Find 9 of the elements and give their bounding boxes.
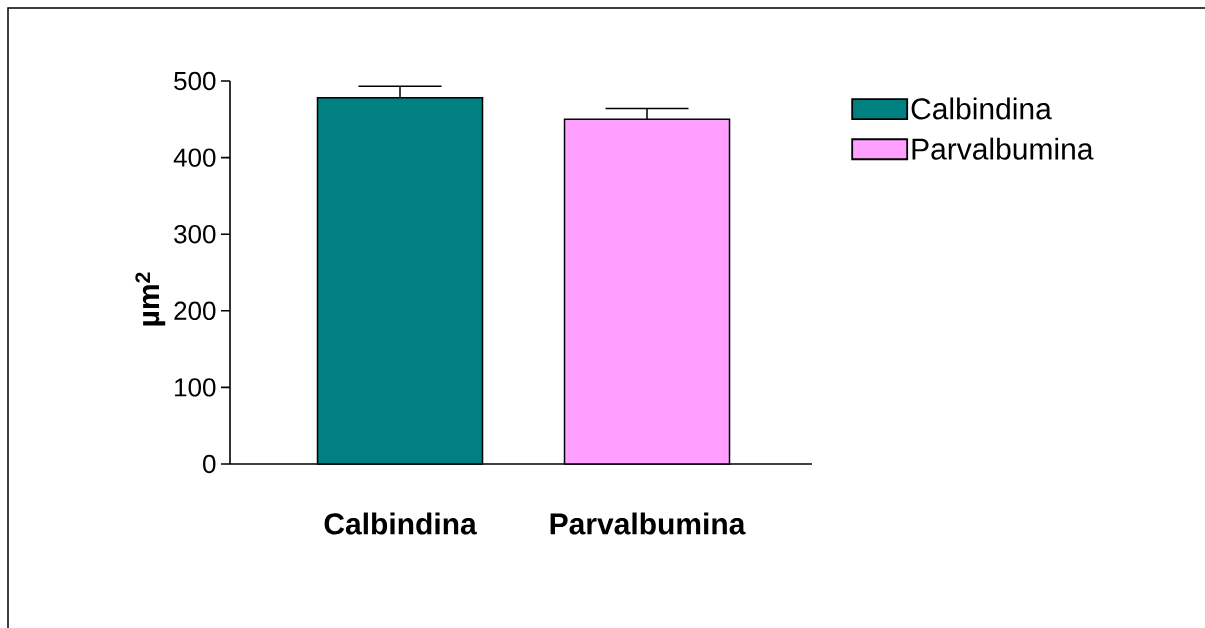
y-tick-label: 300: [174, 224, 216, 244]
y-tick-label: 0: [203, 454, 216, 474]
y-tick-label: 200: [174, 301, 216, 320]
y-tick-label: 100: [175, 378, 216, 397]
y-tick-label: 500: [174, 71, 216, 91]
legend-label: Parvalbumina: [912, 137, 1094, 160]
y-tick-label: 400: [173, 148, 216, 167]
y-axis-title: µm$^{2}$: [135, 272, 166, 326]
legend-label: Calbindina: [911, 97, 1052, 120]
